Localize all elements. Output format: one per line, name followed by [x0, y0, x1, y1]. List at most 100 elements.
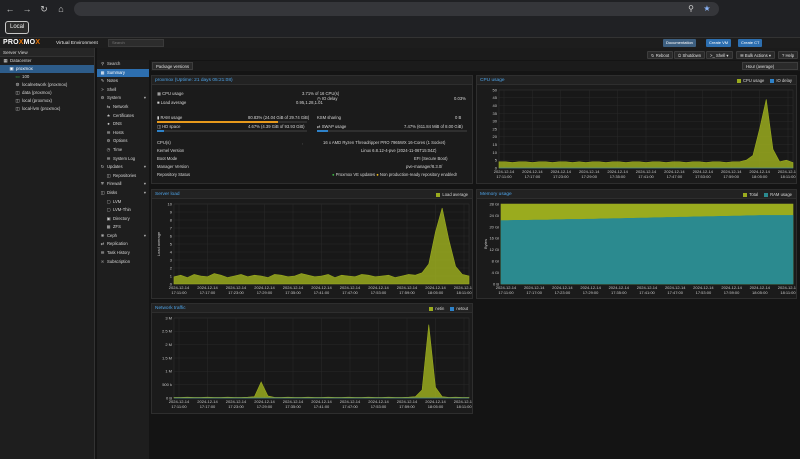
- timeframe-select[interactable]: Hour (average): [742, 62, 798, 70]
- menu-item[interactable]: ● DNS: [97, 120, 149, 129]
- legend-label[interactable]: Load average: [442, 192, 468, 197]
- menu-item[interactable]: ❋ Ceph ▾: [97, 232, 149, 241]
- x-tick-date: 2024-12-14: [311, 285, 332, 290]
- documentation-button[interactable]: Documentation: [663, 39, 696, 47]
- zoom-icon[interactable]: ⚲: [688, 4, 694, 13]
- server-load-chart: 1098765432102024-12-1417:11:002024-12-14…: [156, 201, 472, 295]
- menu-item[interactable]: ◷ Time: [97, 146, 149, 155]
- x-tick-time: 17:35:00: [285, 290, 301, 295]
- bookmark-star-icon[interactable]: ★: [703, 4, 711, 13]
- menu-item[interactable]: ★ Certificates: [97, 112, 149, 121]
- menu-item[interactable]: ☰ Hosts: [97, 129, 149, 138]
- menu-item[interactable]: ◫ Disks ▾: [97, 189, 149, 198]
- menu-item[interactable]: ⇆ Network: [97, 103, 149, 112]
- y-tick-label: 10: [168, 201, 173, 206]
- shutdown-button[interactable]: ⏻ Shutdown: [674, 51, 706, 59]
- menu-item[interactable]: ▣ Directory: [97, 215, 149, 224]
- menu-item[interactable]: ⚲ Search: [97, 60, 149, 69]
- legend-swatch[interactable]: [450, 306, 455, 311]
- menu-item-label: Time: [113, 146, 123, 152]
- menu-item[interactable]: ⛨ Firewall ▾: [97, 180, 149, 189]
- folder-icon: ▣: [106, 215, 111, 221]
- legend-swatch[interactable]: [429, 306, 434, 311]
- bookmark-local[interactable]: Local: [5, 21, 30, 34]
- create-vm-button[interactable]: Create VM: [706, 39, 732, 47]
- tree-item[interactable]: ⚙ localnetwork (proxmox): [0, 81, 94, 89]
- menu-item[interactable]: ⇄ Replication: [97, 240, 149, 249]
- legend-label[interactable]: CPU usage: [742, 78, 765, 83]
- legend-swatch[interactable]: [736, 78, 741, 83]
- chevron-down-icon[interactable]: ▾: [143, 189, 146, 195]
- legend-swatch[interactable]: [743, 192, 748, 197]
- legend-swatch[interactable]: [436, 192, 441, 197]
- help-button[interactable]: ? Help: [778, 51, 799, 59]
- io-delay-value: 0.03%: [454, 96, 466, 101]
- x-tick-date: 2024-12-14: [283, 399, 304, 404]
- tree-item[interactable]: ▦ Datacenter: [0, 57, 94, 65]
- menu-item[interactable]: ▦ ZFS: [97, 223, 149, 232]
- y-tick-label: 8 Gi: [492, 259, 499, 264]
- home-icon[interactable]: ⌂: [58, 4, 64, 14]
- network-icon: ⇆: [106, 103, 111, 109]
- address-bar[interactable]: ⚲ ★: [74, 2, 719, 16]
- chevron-down-icon[interactable]: ▾: [143, 95, 146, 101]
- legend-label[interactable]: Total: [749, 192, 759, 197]
- search-input[interactable]: Search: [108, 39, 164, 47]
- y-tick-label: 5: [170, 241, 173, 246]
- x-tick-date: 2024-12-14: [580, 285, 601, 290]
- content-toolbar: Package versions Hour (average): [151, 61, 800, 71]
- memory-chart-title: Memory usage Total RAM usage: [477, 190, 796, 199]
- ram-usage-value: 80.83% (24.04 GiB of 29.74 GiB): [248, 115, 310, 120]
- x-tick-time: 17:59:00: [724, 290, 740, 295]
- vm-icon: ▭: [15, 74, 20, 79]
- summary-icon: ▦: [100, 69, 105, 75]
- legend-label[interactable]: netin: [435, 306, 445, 311]
- y-tick-label: 8: [170, 217, 173, 222]
- cpu-usage-label: ▦ CPU usage: [157, 91, 184, 96]
- status-panel: proxmox (Uptime: 21 days 05:21:08) ▦ CPU…: [151, 75, 473, 184]
- cpus-label: CPU(s): [157, 140, 171, 145]
- menu-item[interactable]: ▢ LVM-Thin: [97, 206, 149, 215]
- chevron-down-icon[interactable]: ▾: [143, 232, 146, 238]
- legend-label[interactable]: IO delay: [776, 78, 792, 83]
- bulk-actions-button[interactable]: ☰ Bulk Actions ▾: [736, 51, 775, 59]
- tree-item[interactable]: ▣ proxmox: [0, 65, 94, 73]
- menu-item[interactable]: ⚙ Options: [97, 137, 149, 146]
- menu-item[interactable]: ▢ LVM: [97, 198, 149, 207]
- legend-swatch[interactable]: [764, 192, 769, 197]
- tree-item[interactable]: ◫ local-lvm (proxmox): [0, 105, 94, 113]
- menu-item[interactable]: ☉ Subscription: [97, 258, 149, 267]
- reboot-button[interactable]: ↻ Reboot: [647, 51, 674, 59]
- reload-icon[interactable]: ↻: [40, 4, 48, 14]
- legend-swatch[interactable]: [770, 78, 775, 83]
- x-tick-time: 18:11:00: [780, 290, 796, 295]
- menu-item[interactable]: ◫ Repositories: [97, 172, 149, 181]
- package-versions-button[interactable]: Package versions: [152, 62, 194, 70]
- legend-label[interactable]: netout: [456, 306, 468, 311]
- y-tick-label: 28 Gi: [489, 201, 499, 206]
- legend-label[interactable]: RAM usage: [770, 192, 792, 197]
- chevron-down-icon[interactable]: ▾: [143, 164, 146, 170]
- refresh-icon: ↻: [100, 164, 105, 170]
- forward-icon[interactable]: →: [22, 4, 32, 14]
- tree-view-title[interactable]: Server View: [0, 48, 94, 57]
- shell-button[interactable]: >_ Shell ▾: [706, 51, 733, 59]
- menu-item-label: System: [107, 95, 121, 101]
- menu-item[interactable]: ✎ Notes: [97, 77, 149, 86]
- menu-item[interactable]: ▦ Summary: [97, 68, 149, 78]
- y-tick-label: 30: [493, 119, 498, 124]
- create-ct-button[interactable]: Create CT: [738, 39, 763, 47]
- tree-item[interactable]: ◫ local (proxmox): [0, 97, 94, 105]
- menu-item[interactable]: ⚙ System ▾: [97, 94, 149, 103]
- x-tick-date: 2024-12-14: [693, 285, 714, 290]
- menu-item[interactable]: ☰ System Log: [97, 155, 149, 164]
- menu-item[interactable]: ☰ Task History: [97, 249, 149, 258]
- chevron-down-icon[interactable]: ▾: [143, 181, 146, 187]
- tree-item[interactable]: ▭ 100: [0, 73, 94, 81]
- x-tick-time: 17:17:00: [525, 174, 541, 179]
- menu-item[interactable]: ↻ Updates ▾: [97, 163, 149, 172]
- x-tick-time: 17:29:00: [257, 404, 273, 409]
- menu-item[interactable]: > Shell: [97, 86, 149, 95]
- tree-item[interactable]: ◫ data (proxmox): [0, 89, 94, 97]
- back-icon[interactable]: ←: [5, 4, 15, 14]
